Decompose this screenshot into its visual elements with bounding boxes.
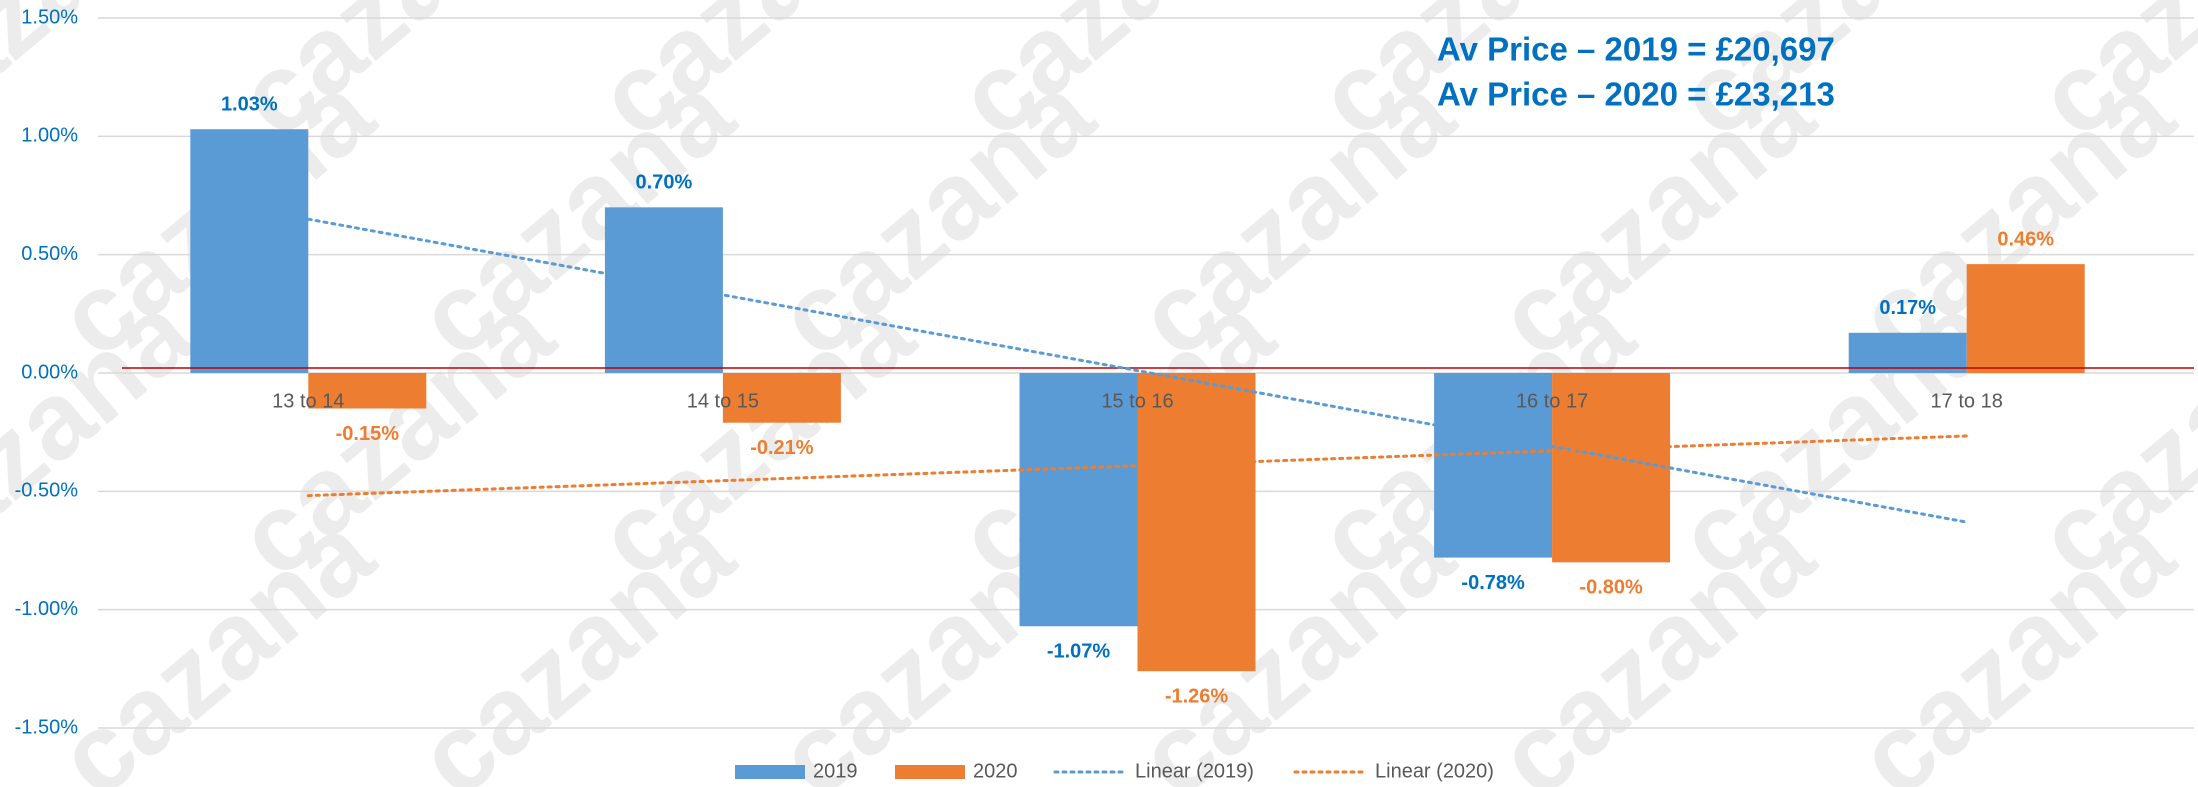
y-tick-label: -0.50% bbox=[15, 480, 79, 502]
value-label: 0.70% bbox=[636, 172, 693, 194]
bar bbox=[1966, 264, 2085, 373]
x-tick-label: 17 to 18 bbox=[1931, 390, 2003, 412]
trendline bbox=[306, 434, 1969, 498]
watermark: cazana bbox=[395, 490, 756, 787]
bar bbox=[1019, 373, 1138, 627]
annotation: Av Price – 2020 = £23,213 bbox=[1437, 76, 1835, 113]
bar bbox=[1552, 373, 1671, 563]
annotation: Av Price – 2019 = £20,697 bbox=[1437, 31, 1835, 68]
y-tick-label: 0.00% bbox=[21, 361, 78, 383]
value-label: -1.07% bbox=[1047, 641, 1111, 663]
bar bbox=[308, 373, 427, 409]
x-tick-label: 15 to 16 bbox=[1101, 390, 1173, 412]
x-tick-label: 13 to 14 bbox=[272, 390, 344, 412]
legend-label: Linear (2019) bbox=[1135, 760, 1254, 782]
value-label: -0.21% bbox=[750, 437, 814, 459]
y-tick-label: -1.50% bbox=[15, 716, 79, 738]
watermark: cazana bbox=[35, 490, 396, 787]
value-label: 0.46% bbox=[1997, 228, 2054, 250]
trendline bbox=[306, 217, 1969, 524]
bar bbox=[190, 129, 309, 373]
bar bbox=[722, 373, 841, 423]
legend-label: Linear (2020) bbox=[1375, 760, 1494, 782]
y-tick-label: 1.50% bbox=[21, 6, 78, 28]
watermark: cazana bbox=[1835, 490, 2196, 787]
value-label: -0.15% bbox=[336, 423, 400, 445]
value-label: -0.78% bbox=[1461, 572, 1525, 594]
value-label: -0.80% bbox=[1579, 577, 1643, 599]
bar bbox=[1434, 373, 1553, 558]
y-tick-label: 0.50% bbox=[21, 243, 78, 265]
value-label: 0.17% bbox=[1879, 297, 1936, 319]
bar bbox=[1848, 332, 1967, 373]
bar bbox=[1137, 373, 1256, 672]
plot: -1.50% -1.00% -0.50% 0.00% 0.50% 1.00% 1.50% 1.… bbox=[15, 6, 2194, 782]
legend-swatch bbox=[895, 765, 965, 779]
value-label: -1.26% bbox=[1165, 685, 1229, 707]
value-label: 1.03% bbox=[221, 94, 278, 116]
x-tick-label: 14 to 15 bbox=[687, 390, 759, 412]
legend-label: 2019 bbox=[813, 760, 858, 782]
legend-label: 2020 bbox=[973, 760, 1018, 782]
y-tick-label: -1.00% bbox=[15, 598, 79, 620]
y-tick-label: 1.00% bbox=[21, 125, 78, 147]
legend-swatch bbox=[735, 765, 805, 779]
x-tick-label: 16 to 17 bbox=[1516, 390, 1588, 412]
